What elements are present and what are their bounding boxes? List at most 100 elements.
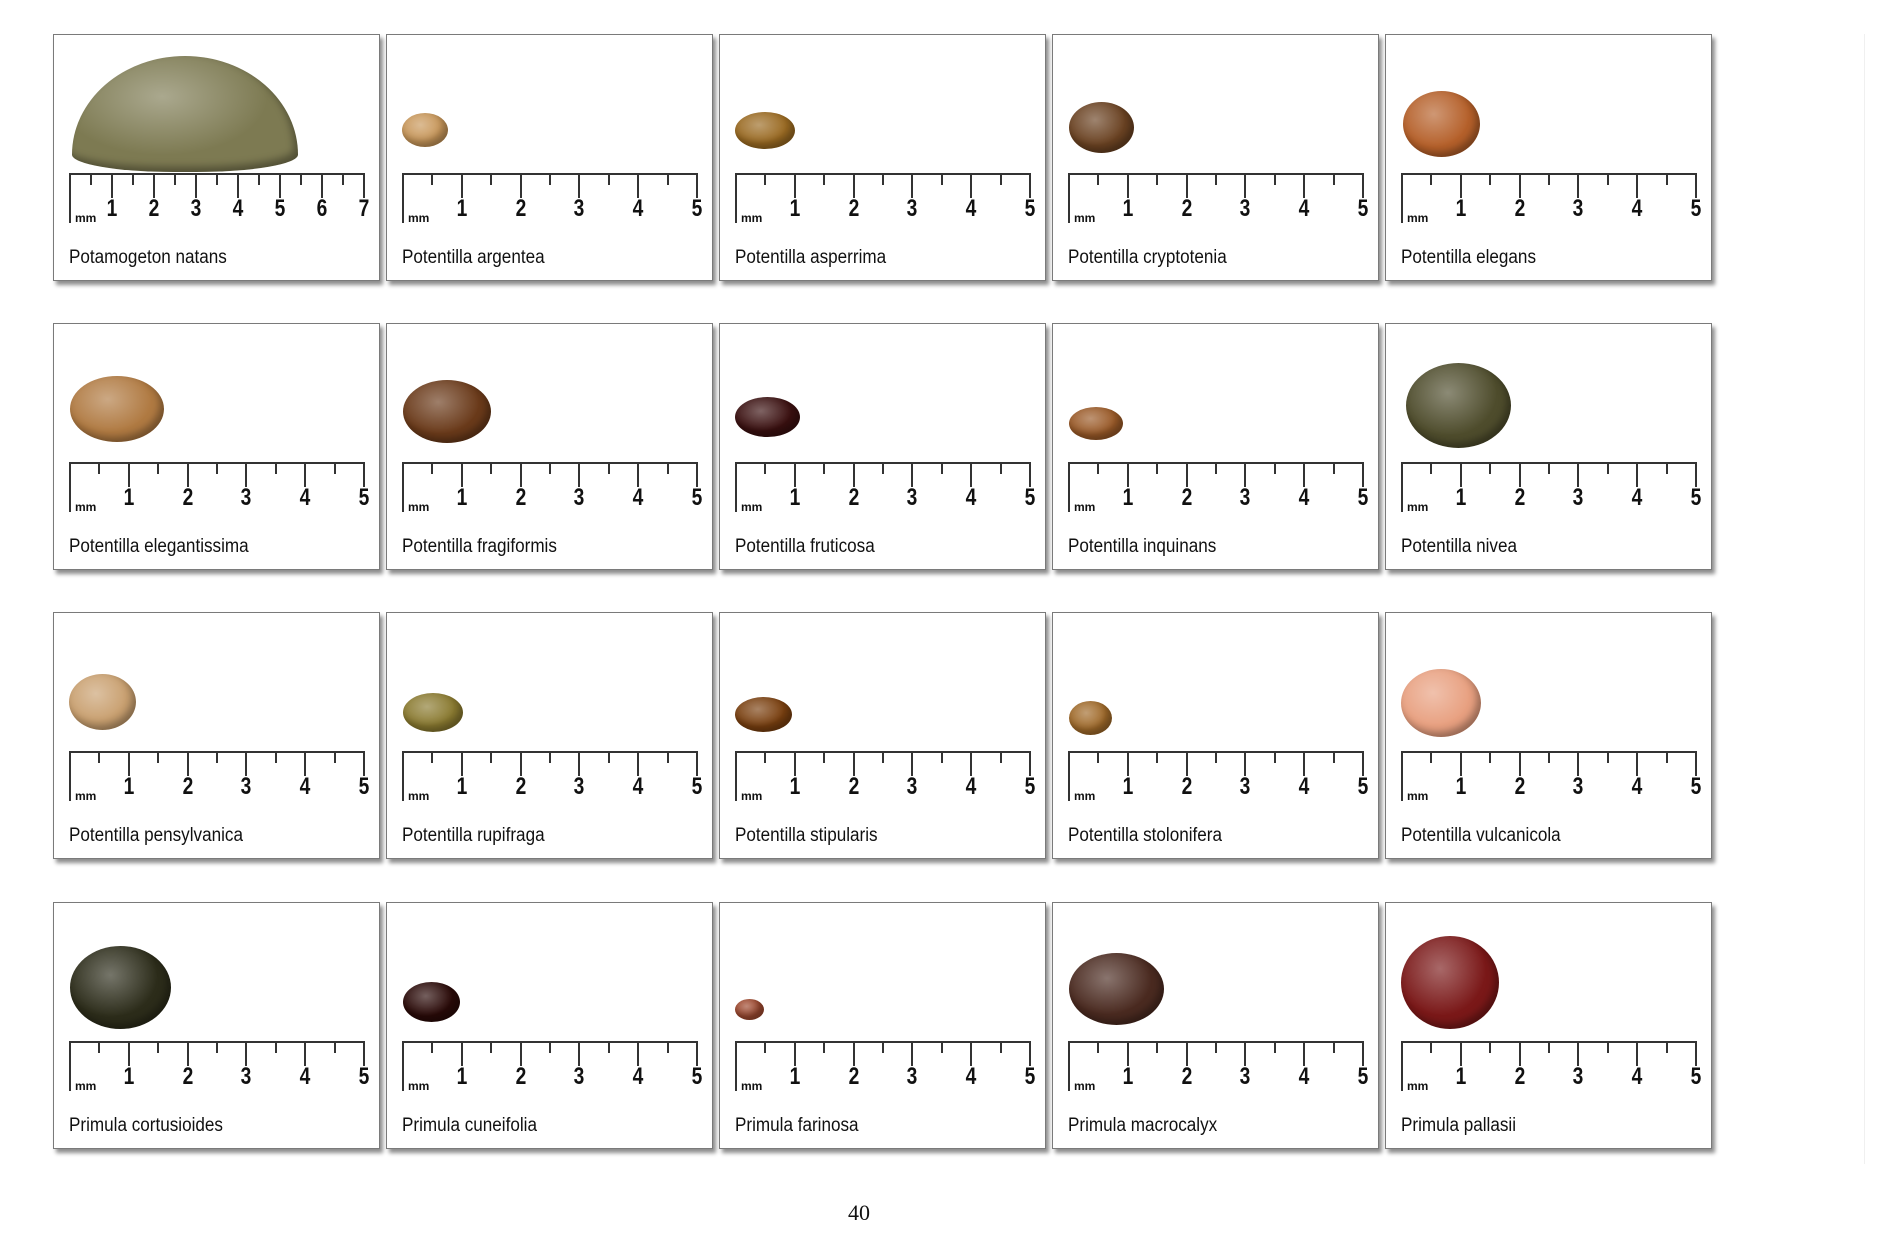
ruler-tick [186,751,189,776]
ruler-label: 1 [789,484,801,511]
ruler-tick [333,751,336,763]
ruler-tick [1577,173,1580,198]
ruler-unit: mm [75,211,97,225]
ruler-label: 2 [1181,773,1192,800]
ruler-label: 5 [1690,1063,1702,1090]
ruler-unit: mm [741,789,763,803]
ruler-tick [911,751,914,776]
ruler-label: 1 [1455,773,1467,800]
ruler-tick [1097,1041,1100,1053]
ruler-tick [940,173,943,185]
ruler-tick [1068,1041,1070,1091]
ruler-unit: mm [408,211,430,225]
ruler-label: 4 [632,484,644,511]
ruler-label: 3 [907,773,918,800]
specimen-card: 1 2 3 4 5 mm Potentilla cryptotenia [1052,34,1379,281]
ruler-tick [460,173,463,198]
ruler-tick [1518,173,1521,198]
ruler-tick [823,751,826,763]
ruler-unit: mm [1074,500,1096,514]
ruler-label: 2 [1514,195,1525,222]
ruler-tick [1068,751,1070,801]
ruler-tick [1303,1041,1306,1066]
ruler-tick [852,751,855,776]
ruler-tick [216,462,218,474]
ruler-label: 5 [1024,773,1036,800]
species-name: Potentilla inquinans [1068,536,1217,557]
ruler-tick [90,173,92,185]
mm-ruler: 1 2 3 4 5 mm [735,324,1035,571]
ruler-tick [1156,462,1159,474]
ruler-label: 5 [691,1063,703,1090]
specimen-card: 1 2 3 4 5 mm Potentilla stolonifera [1052,612,1379,859]
species-name: Potentilla argentea [402,247,545,268]
ruler-tick [1185,751,1188,776]
ruler-tick [1695,462,1697,487]
ruler-tick [490,173,493,185]
ruler-label: 4 [1298,484,1310,511]
specimen-card: 1 2 3 4 5 mm Primula cortusioides [53,902,380,1149]
ruler-tick [186,1041,189,1066]
ruler-tick [402,173,404,223]
mm-ruler: 1 2 3 4 5 mm [1401,903,1701,1150]
ruler-label: 4 [1631,1063,1643,1090]
ruler-unit: mm [1074,1079,1096,1093]
ruler-tick [1126,751,1129,776]
ruler-label: 2 [182,773,193,800]
ruler-tick [127,1041,130,1066]
ruler-tick [304,751,307,776]
species-name: Potentilla pensylvanica [69,825,243,846]
ruler-tick [637,462,640,487]
ruler-tick [1332,751,1335,763]
ruler-tick [1156,173,1159,185]
ruler-tick [1068,173,1070,223]
ruler-tick [274,1041,277,1053]
ruler-tick [237,173,239,198]
ruler-tick [1489,462,1492,474]
ruler-tick [1401,1041,1403,1091]
specimen-card: 1 2 3 4 5 mm Potentilla argentea [386,34,713,281]
ruler-tick [1126,462,1129,487]
ruler-label: 2 [1514,773,1525,800]
ruler-label: 5 [1357,484,1369,511]
ruler-tick [1548,462,1550,474]
ruler-label: 1 [1122,484,1134,511]
ruler-tick [1185,1041,1188,1066]
ruler-tick [666,751,669,763]
ruler-label: 4 [965,773,977,800]
seed-image [403,693,463,732]
species-name: Primula cortusioides [69,1115,223,1136]
ruler-tick [519,1041,522,1066]
ruler-label: 5 [691,195,703,222]
seed-image [402,113,448,147]
ruler-tick [1430,751,1433,763]
species-name: Potentilla elegantissima [69,536,249,557]
ruler-label: 5 [1357,195,1369,222]
ruler-label: 1 [456,1063,468,1090]
ruler-tick [157,751,160,763]
ruler-label: 3 [241,1063,252,1090]
ruler-tick [153,173,155,198]
ruler-tick [1695,751,1697,776]
ruler-unit: mm [1407,500,1429,514]
ruler-label: 5 [1690,773,1702,800]
ruler-tick [1577,462,1580,487]
ruler-label: 5 [358,1063,370,1090]
ruler-tick [1215,173,1217,185]
ruler-tick [1459,1041,1462,1066]
ruler-tick [735,1041,737,1091]
ruler-tick [911,1041,914,1066]
ruler-tick [519,751,522,776]
ruler-label: 5 [274,195,286,222]
ruler-tick [1303,173,1306,198]
species-name: Potentilla vulcanicola [1401,825,1561,846]
ruler-tick [1097,462,1100,474]
ruler-tick [363,1041,365,1066]
mm-ruler: 1 2 3 4 5 mm [735,35,1035,282]
ruler-label: 1 [456,773,468,800]
ruler-tick [1273,173,1276,185]
ruler-tick [1273,462,1276,474]
ruler-tick [1606,1041,1609,1053]
ruler-tick [999,173,1002,185]
ruler-tick [127,462,130,487]
